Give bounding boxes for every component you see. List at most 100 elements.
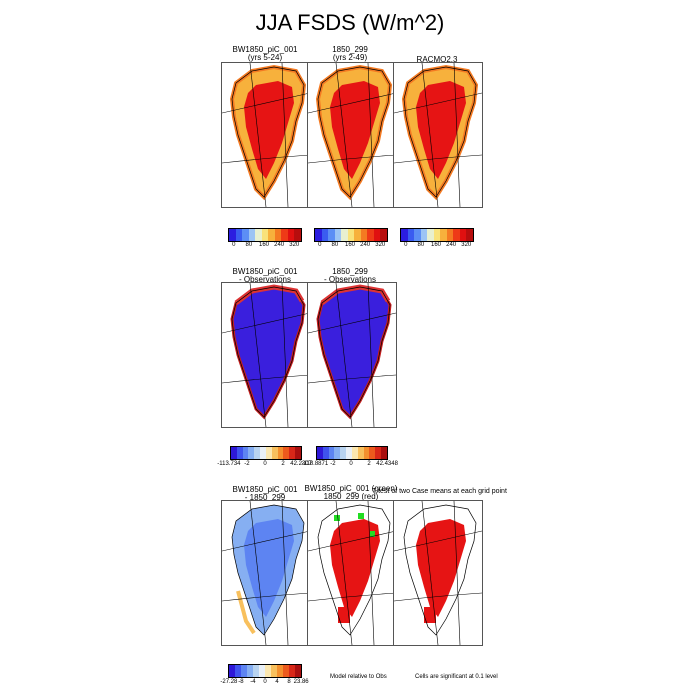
colorbar-tick-label: 0 [263, 679, 267, 685]
colorbar [314, 228, 388, 242]
lat-line [394, 154, 482, 164]
map-panel-diff [221, 500, 311, 646]
lat-line [308, 592, 396, 602]
lon-line [453, 63, 461, 207]
colorbar-swatch [357, 447, 364, 459]
colorbar-swatch [255, 229, 262, 241]
greenland-interior [416, 81, 466, 179]
colorbar-tick-label: -27.28 [220, 679, 238, 685]
colorbar-swatch [248, 229, 256, 241]
colorbar-tick-label: 0 [263, 461, 267, 467]
colorbar-tick-label: 320 [289, 242, 300, 248]
significance-south [424, 607, 436, 623]
colorbar-tick-label: 0 [349, 461, 353, 467]
coastline [231, 66, 305, 198]
map-panel-bias [307, 282, 397, 428]
map-panel-abs [307, 62, 397, 208]
colorbar-tick-label: 0 [232, 242, 236, 248]
panel-title-line: (yrs 5-24) [247, 53, 283, 62]
diff-positive [236, 590, 256, 635]
colorbar-ticks: 0 80 160 240 320 [228, 242, 300, 252]
lat-line [308, 312, 396, 334]
colorbar-swatch [253, 665, 259, 677]
lon-line [421, 501, 439, 645]
lat-line [222, 374, 310, 384]
significance-field [330, 519, 380, 617]
coastline [231, 504, 305, 636]
panel-title: 1850_299 - Observations [290, 268, 410, 284]
lon-line [453, 501, 461, 645]
colorbar-swatch [369, 447, 376, 459]
colorbar-swatch [322, 447, 329, 459]
bias-field [316, 285, 392, 420]
colorbar-tick-label: -2 [330, 461, 336, 467]
coastline [403, 66, 477, 198]
colorbar-swatch [317, 447, 323, 459]
panel-title-line: BW1850_piC_001 (green) [304, 484, 398, 493]
diff-interior [244, 519, 294, 617]
colorbar-tick-label: 42.4348 [376, 461, 398, 467]
green-cell [358, 513, 364, 519]
lat-line [222, 530, 310, 552]
colorbar-swatch [433, 229, 441, 241]
colorbar-swatch [340, 447, 347, 459]
green-cell [370, 531, 375, 537]
lat-line [308, 154, 396, 164]
panel-title: BW1850_piC_001 (green) 1850_299 (red) [296, 485, 406, 501]
colorbar-tick-label: 160 [430, 242, 442, 248]
colorbar-swatch [254, 447, 261, 459]
coastline [317, 504, 391, 636]
colorbar-swatch [271, 447, 278, 459]
colorbar-swatch [261, 229, 269, 241]
map-diff [222, 501, 310, 645]
colorbar [228, 228, 302, 242]
colorbar-swatch [347, 229, 355, 241]
panel-title-line: (yrs 2-49) [332, 53, 368, 62]
colorbar-tick-label: 240 [360, 242, 371, 248]
map-panel-abs [221, 62, 311, 208]
panel-title-line: 1850_299 [332, 45, 368, 54]
colorbar-swatch [235, 665, 241, 677]
lon-line [335, 501, 353, 645]
lon-line [281, 63, 289, 207]
panel-title-line: - Observations [238, 275, 292, 284]
colorbar [228, 664, 302, 678]
colorbar-ticks: 0 80 160 240 320 [314, 242, 386, 252]
map-abs-2 [308, 63, 396, 207]
map-ttest [394, 501, 482, 645]
colorbar-swatch [287, 229, 295, 241]
colorbar-swatch [446, 229, 454, 241]
colorbar-swatch [242, 229, 249, 241]
colorbar-tick-label: 320 [375, 242, 386, 248]
colorbar-swatch [334, 229, 342, 241]
colorbar-swatch [380, 229, 388, 241]
significance-field [416, 519, 466, 617]
panel-title-line: RACMO2.3 [416, 55, 458, 64]
lon-line [421, 63, 439, 207]
colorbar-tick-label: 2 [367, 461, 371, 467]
colorbar-swatch [414, 229, 421, 241]
lon-line [249, 63, 267, 207]
map-panel-abs [393, 62, 483, 208]
colorbar-swatch [367, 229, 374, 241]
colorbar-swatch [289, 447, 296, 459]
colorbar-swatch [315, 229, 322, 241]
colorbar-tick-label: 23.86 [293, 679, 309, 685]
greenland-interior [330, 81, 380, 179]
lat-line [394, 92, 482, 114]
colorbar-swatch [427, 229, 434, 241]
coastline [317, 286, 391, 418]
colorbar-tick-label: 42.2307 [290, 461, 312, 467]
colorbar-swatch [229, 665, 235, 677]
panel-title-line: - 1850_299 [244, 493, 286, 502]
colorbar-swatch [271, 665, 277, 677]
map-panel-sig [307, 500, 397, 646]
figure-title: JJA FSDS (W/m^2) [255, 10, 445, 35]
colorbar-tick-label: -4 [250, 679, 256, 685]
panel-title-line: BW1850_piC_001 [232, 267, 298, 276]
panel-title: 1850_299 (yrs 2-49) [290, 46, 410, 62]
colorbar-swatch [375, 447, 382, 459]
lon-line [335, 63, 353, 207]
colorbar-swatch [354, 229, 361, 241]
ttest-title: T test of two Case means at each grid po… [372, 488, 507, 495]
